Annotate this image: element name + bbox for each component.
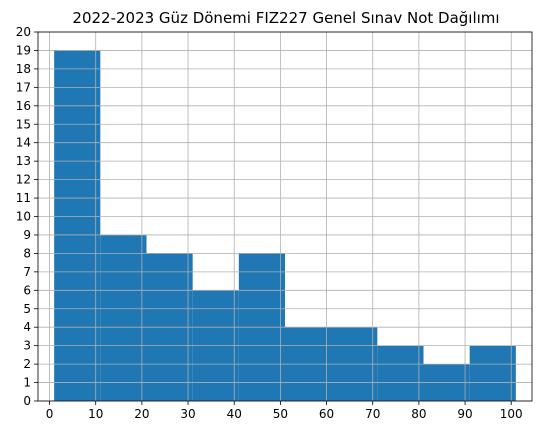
x-tick-label: 0: [46, 407, 54, 421]
x-tick-label: 80: [411, 407, 426, 421]
grid-lines: [38, 31, 532, 402]
x-tick-label: 90: [457, 407, 472, 421]
x-tick-label: 40: [227, 407, 242, 421]
y-tick-label: 0: [23, 394, 31, 408]
y-tick-label: 13: [16, 154, 31, 168]
y-tick-label: 16: [16, 99, 31, 113]
x-tick-label: 50: [273, 407, 288, 421]
y-tick-label: 15: [16, 117, 31, 131]
y-tick-label: 17: [16, 80, 31, 94]
histogram-bar-0: [54, 50, 101, 401]
y-tick-label: 2: [23, 357, 31, 371]
axes: 0 10 20 30 40 50 60 70 80 90 100012345678910111213…: [16, 25, 533, 421]
y-tick-label: 19: [16, 43, 31, 57]
y-tick-label: 10: [16, 210, 31, 224]
y-tick-label: 14: [16, 136, 31, 150]
y-tick-label: 11: [16, 191, 31, 205]
y-tick-label: 6: [23, 283, 31, 297]
y-tick-label: 1: [23, 376, 31, 390]
y-tick-label: 3: [23, 339, 31, 353]
y-tick-label: 4: [23, 320, 31, 334]
histogram-bar-8: [469, 345, 516, 401]
x-tick-label: 100: [500, 407, 523, 421]
x-tick-label: 20: [134, 407, 149, 421]
y-tick-label: 8: [23, 246, 31, 260]
histogram-bar-1: [100, 234, 147, 401]
histogram-bar-6: [377, 345, 424, 401]
y-tick-label: 9: [23, 228, 31, 242]
chart-title: 2022-2023 Güz Dönemi FIZ227 Genel Sınav …: [72, 9, 499, 27]
x-tick-label: 10: [88, 407, 103, 421]
y-tick-label: 18: [16, 62, 31, 76]
x-tick-label: 30: [180, 407, 195, 421]
histogram-bars: [54, 50, 516, 401]
y-tick-label: 20: [16, 25, 31, 39]
x-tick-label: 60: [319, 407, 334, 421]
y-tick-label: 7: [23, 265, 31, 279]
y-tick-label: 12: [16, 173, 31, 187]
y-tick-label: 5: [23, 302, 31, 316]
x-tick-label: 70: [365, 407, 380, 421]
